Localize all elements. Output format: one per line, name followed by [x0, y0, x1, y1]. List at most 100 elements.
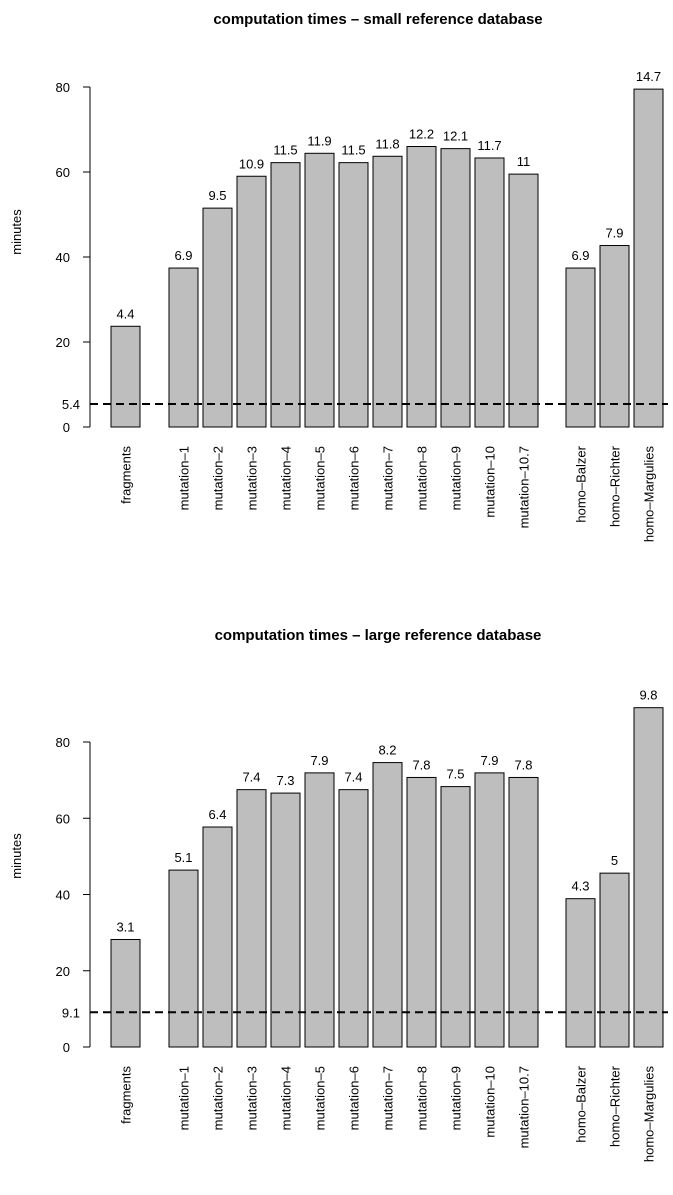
y-tick-label: 60: [56, 811, 70, 826]
bar: [202, 207, 233, 428]
reference-line-label: 9.1: [62, 1005, 80, 1020]
bar: [236, 789, 267, 1048]
category-label: mutation–7: [381, 446, 396, 510]
category-label: mutation–1: [177, 1066, 192, 1130]
bar: [202, 826, 233, 1048]
bar: [508, 173, 539, 428]
y-axis-label: minutes: [9, 209, 24, 255]
category-label: mutation–9: [449, 446, 464, 510]
bar: [474, 157, 505, 428]
bar: [406, 776, 437, 1048]
data-label: 4.4: [116, 306, 134, 321]
data-label: 7.4: [344, 770, 362, 785]
category-label: mutation–3: [245, 446, 260, 510]
chart-title: computation times – large reference data…: [215, 627, 542, 644]
data-label: 7.3: [276, 773, 294, 788]
y-axis-label: minutes: [9, 833, 24, 879]
category-label: homo–Margulies: [642, 1066, 657, 1163]
y-tick-label: 40: [56, 250, 70, 265]
data-label: 9.5: [208, 188, 226, 203]
data-label: 12.1: [443, 129, 468, 144]
bar: [565, 267, 596, 428]
data-label: 11.9: [307, 133, 331, 148]
category-label: fragments: [119, 446, 134, 504]
bar: [599, 872, 630, 1048]
y-tick-label: 40: [56, 888, 70, 903]
category-label: mutation–10: [483, 446, 498, 518]
category-label: homo–Margulies: [642, 446, 657, 543]
category-label: homo–Balzer: [574, 1065, 589, 1142]
category-label: homo–Richter: [608, 1065, 623, 1147]
bar: [270, 792, 301, 1048]
y-tick-label: 80: [56, 80, 70, 95]
bar: [440, 786, 471, 1048]
data-label: 6.4: [208, 807, 226, 822]
bar: [304, 152, 335, 428]
bar: [565, 898, 596, 1048]
data-label: 11.8: [375, 136, 399, 151]
chart-small-reference-database: computation times – small reference data…: [9, 11, 668, 542]
bar: [372, 762, 403, 1048]
category-label: mutation–7: [381, 1066, 396, 1130]
data-label: 4.3: [571, 879, 589, 894]
data-label: 11.5: [341, 143, 365, 158]
category-label: homo–Balzer: [574, 445, 589, 522]
data-label: 7.9: [605, 226, 623, 241]
data-label: 12.2: [409, 127, 434, 142]
data-label: 7.5: [446, 767, 464, 782]
bar: [304, 772, 335, 1048]
bar: [110, 325, 141, 428]
bar: [633, 707, 664, 1048]
category-label: mutation–2: [211, 1066, 226, 1130]
y-tick-label: 60: [56, 165, 70, 180]
bar: [633, 88, 664, 428]
data-label: 9.8: [639, 688, 657, 703]
category-label: mutation–1: [177, 446, 192, 510]
bar: [474, 772, 505, 1048]
category-label: mutation–9: [449, 1066, 464, 1130]
data-label: 5: [611, 853, 618, 868]
chart-title: computation times – small reference data…: [213, 11, 542, 28]
reference-line-label: 5.4: [62, 397, 80, 412]
category-label: mutation–6: [347, 446, 362, 510]
category-label: mutation–10: [483, 1066, 498, 1138]
data-label: 7.4: [242, 770, 260, 785]
bar: [338, 789, 369, 1048]
category-label: mutation–6: [347, 1066, 362, 1130]
category-label: mutation–8: [415, 1066, 430, 1130]
y-tick-label: 0: [63, 1040, 70, 1055]
category-label: mutation–10.7: [517, 446, 532, 528]
category-label: mutation–10.7: [517, 1066, 532, 1148]
bar: [110, 938, 141, 1048]
bar: [372, 155, 403, 428]
category-label: mutation–3: [245, 1066, 260, 1130]
category-label: mutation–4: [279, 446, 294, 510]
y-tick-label: 0: [63, 420, 70, 435]
bar: [599, 245, 630, 428]
data-label: 10.9: [239, 156, 264, 171]
bar: [236, 175, 267, 428]
data-label: 7.8: [514, 757, 532, 772]
data-label: 11.5: [273, 143, 297, 158]
category-label: mutation–5: [313, 1066, 328, 1130]
bar: [168, 267, 199, 428]
category-label: mutation–4: [279, 1066, 294, 1130]
data-label: 11: [517, 154, 531, 169]
data-label: 6.9: [174, 248, 192, 263]
y-tick-label: 20: [56, 964, 70, 979]
bar: [440, 148, 471, 428]
data-label: 7.8: [412, 757, 430, 772]
category-label: homo–Richter: [608, 445, 623, 527]
bar: [508, 776, 539, 1048]
data-label: 7.9: [480, 753, 498, 768]
y-tick-label: 80: [56, 735, 70, 750]
data-label: 3.1: [116, 919, 134, 934]
data-label: 11.7: [477, 138, 501, 153]
data-label: 8.2: [378, 743, 396, 758]
y-tick-label: 20: [56, 335, 70, 350]
category-label: mutation–5: [313, 446, 328, 510]
category-label: fragments: [119, 1066, 134, 1124]
data-label: 7.9: [310, 753, 328, 768]
data-label: 14.7: [636, 69, 661, 84]
